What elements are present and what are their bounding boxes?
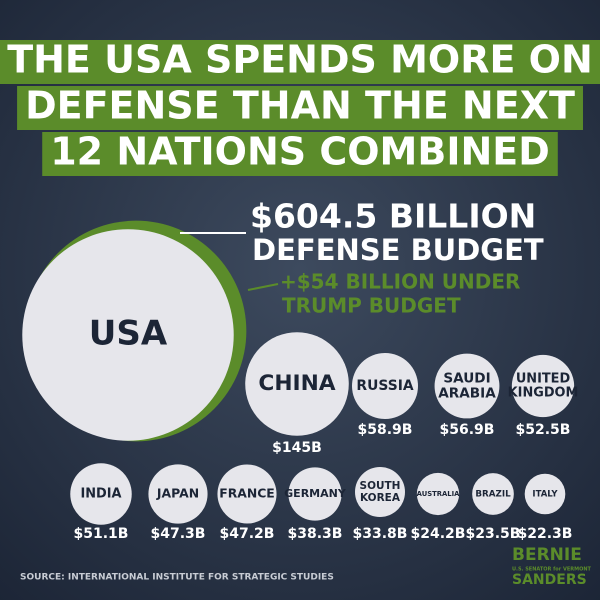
value-label: $47.2B: [220, 526, 275, 542]
bubble: [355, 467, 405, 517]
bubble: [245, 332, 349, 436]
logo: U.S. SENATOR for VERMONT: [512, 567, 591, 573]
bubble: [148, 464, 208, 524]
value-label: $56.9B: [440, 422, 495, 438]
increase-label: +$54 BILLION UNDER: [280, 270, 520, 294]
title-line: 12 NATIONS COMBINED: [50, 130, 550, 174]
usa-value-note: DEFENSE BUDGET: [252, 233, 544, 267]
value-label: $52.5B: [516, 422, 571, 438]
bubble: [434, 353, 500, 419]
increase-label: TRUMP BUDGET: [282, 294, 461, 318]
country-label: ITALY: [532, 490, 558, 500]
country-label: SOUTH: [360, 480, 401, 492]
bubble: [472, 473, 514, 515]
bubble: [351, 352, 419, 420]
bubble: [70, 463, 132, 525]
value-label: $145B: [272, 440, 322, 456]
country-label: FRANCE: [219, 486, 275, 501]
title-highlight: [0, 40, 600, 84]
title-line: DEFENSE THAN THE NEXT: [25, 84, 575, 128]
bubble: [217, 464, 277, 524]
usa-value-label: $604.5 BILLION: [250, 197, 536, 236]
country-label: BRAZIL: [475, 490, 511, 500]
title-highlight: [17, 86, 583, 130]
title-line: THE USA SPENDS MORE ON: [7, 38, 593, 82]
country-label: RUSSIA: [356, 378, 413, 394]
bubble: [416, 472, 460, 516]
value-label: $58.9B: [358, 422, 413, 438]
value-label: $23.5B: [466, 526, 521, 542]
country-label: UNITED: [516, 371, 571, 386]
bubble: [288, 467, 342, 521]
country-label: AUSTRALIA: [417, 490, 460, 498]
country-label: GERMANY: [284, 487, 347, 500]
value-label: $47.3B: [151, 526, 206, 542]
country-label: ARABIA: [438, 385, 496, 401]
country-label: INDIA: [80, 487, 121, 502]
country-label: KINGDOM: [508, 386, 579, 401]
country-label: JAPAN: [156, 486, 199, 501]
country-label: USA: [89, 314, 168, 354]
country-label: KOREA: [360, 492, 401, 504]
title-highlight: [42, 132, 558, 176]
logo: SANDERS: [512, 572, 587, 588]
value-label: $24.2B: [411, 526, 466, 542]
country-label: CHINA: [258, 371, 335, 396]
leader-line: [247, 283, 279, 291]
logo: BERNIE: [512, 545, 582, 565]
value-label: $33.8B: [353, 526, 408, 542]
value-label: $51.1B: [74, 526, 129, 542]
value-label: $38.3B: [288, 526, 343, 542]
bubble: [524, 473, 566, 515]
source: SOURCE: INTERNATIONAL INSTITUTE FOR STRA…: [20, 573, 334, 583]
bubble: [22, 229, 234, 441]
value-label: $22.3B: [518, 526, 573, 542]
bubble: [511, 354, 575, 418]
country-label: SAUDI: [443, 371, 490, 387]
